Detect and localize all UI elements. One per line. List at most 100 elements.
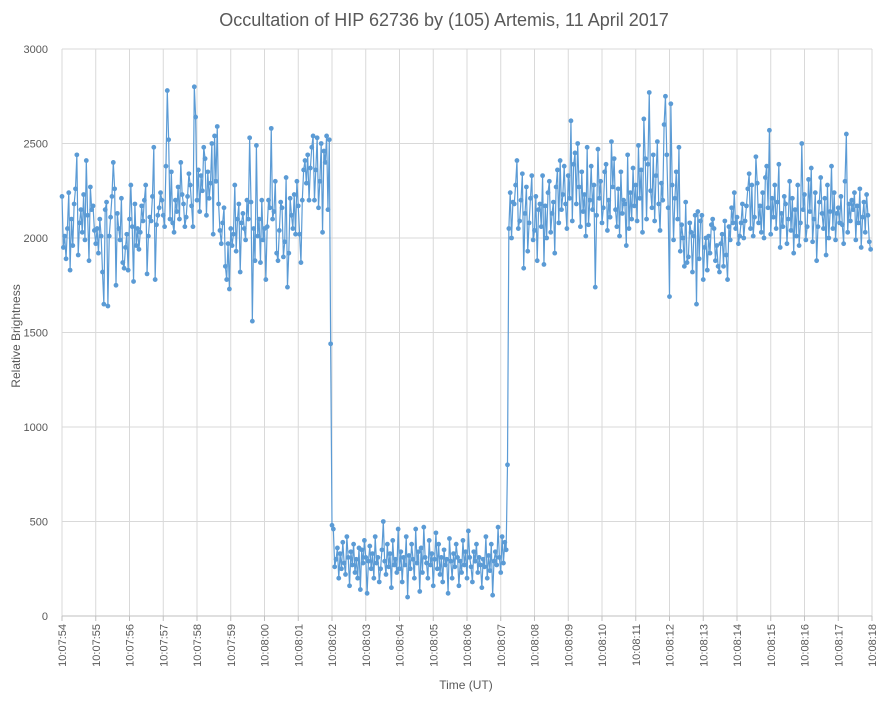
y-tick-label: 1000 [24,422,48,434]
data-point [347,583,352,589]
data-point [557,158,563,163]
data-point [383,572,389,577]
data-point [556,220,562,226]
data-point [255,233,261,239]
data-point [232,182,238,188]
data-point [792,207,798,213]
data-point [640,229,645,235]
data-point [771,214,776,220]
data-point [773,226,779,231]
data-point [150,194,155,199]
data-point [444,556,450,562]
data-point [807,209,813,214]
data-point [326,137,332,143]
data-point [679,222,685,228]
data-point [81,192,86,197]
data-point [186,171,192,177]
data-point [197,209,203,214]
x-tick-label: 10:07:55 [91,624,103,667]
data-point [541,262,547,267]
x-tick-label: 10:08:01 [293,624,305,667]
data-point [753,154,759,160]
data-point [297,231,302,237]
data-point [66,190,72,196]
data-point [136,246,142,252]
data-point [696,256,702,262]
data-point [451,551,456,557]
data-point [189,203,195,209]
data-point [185,194,190,199]
data-point [456,583,462,589]
data-point [402,562,408,568]
data-point [812,190,818,196]
data-point [700,277,706,282]
data-point [384,541,390,547]
data-point [672,195,678,201]
data-point [560,192,566,197]
data-point [862,229,868,235]
data-point [299,197,305,203]
data-point [804,224,810,230]
data-point [834,211,840,216]
data-point [279,205,285,211]
data-point [287,195,293,201]
data-point [538,224,544,230]
data-point [621,197,626,203]
gridlines [61,48,873,621]
data-point [794,233,799,239]
data-point [147,214,153,220]
data-point [428,562,433,568]
data-point [702,245,707,250]
data-point [718,241,724,247]
data-point [619,211,625,216]
y-tick-label: 2000 [24,233,48,245]
data-point [97,216,103,222]
data-point [781,194,787,199]
data-point [519,171,525,177]
data-point [852,190,857,196]
data-point [258,260,263,265]
data-point [336,575,342,581]
data-point [567,195,572,201]
data-point [220,220,226,226]
data-point [302,158,308,163]
data-point [573,201,579,207]
data-point [503,547,509,553]
data-point [711,226,717,231]
data-point [141,197,147,203]
data-point [254,142,259,148]
data-point [726,224,732,230]
data-point [78,207,84,213]
data-point [100,269,105,275]
data-point [90,203,96,209]
data-point [742,218,748,224]
data-point [301,167,307,173]
data-point [227,286,232,292]
data-point [324,133,329,139]
data-point [534,258,540,264]
data-point [729,205,734,211]
data-point [725,277,730,282]
data-point [325,207,331,213]
data-point [623,243,629,248]
data-point [669,182,675,188]
data-point [474,541,479,547]
data-point [691,233,697,239]
data-point [698,218,703,224]
data-point [86,258,92,264]
x-tick-label: 10:08:04 [395,624,407,667]
data-point [394,570,400,575]
data-point [171,229,177,235]
data-point [542,203,548,209]
data-point [417,589,423,594]
data-point [636,142,641,148]
data-point [823,252,829,258]
x-tick-label: 10:08:03 [361,624,373,667]
data-point [599,220,605,226]
data-point [559,207,564,213]
data-point [306,197,312,203]
data-point [146,233,151,239]
data-point [511,201,517,207]
data-point [264,224,270,230]
data-point [341,560,347,566]
